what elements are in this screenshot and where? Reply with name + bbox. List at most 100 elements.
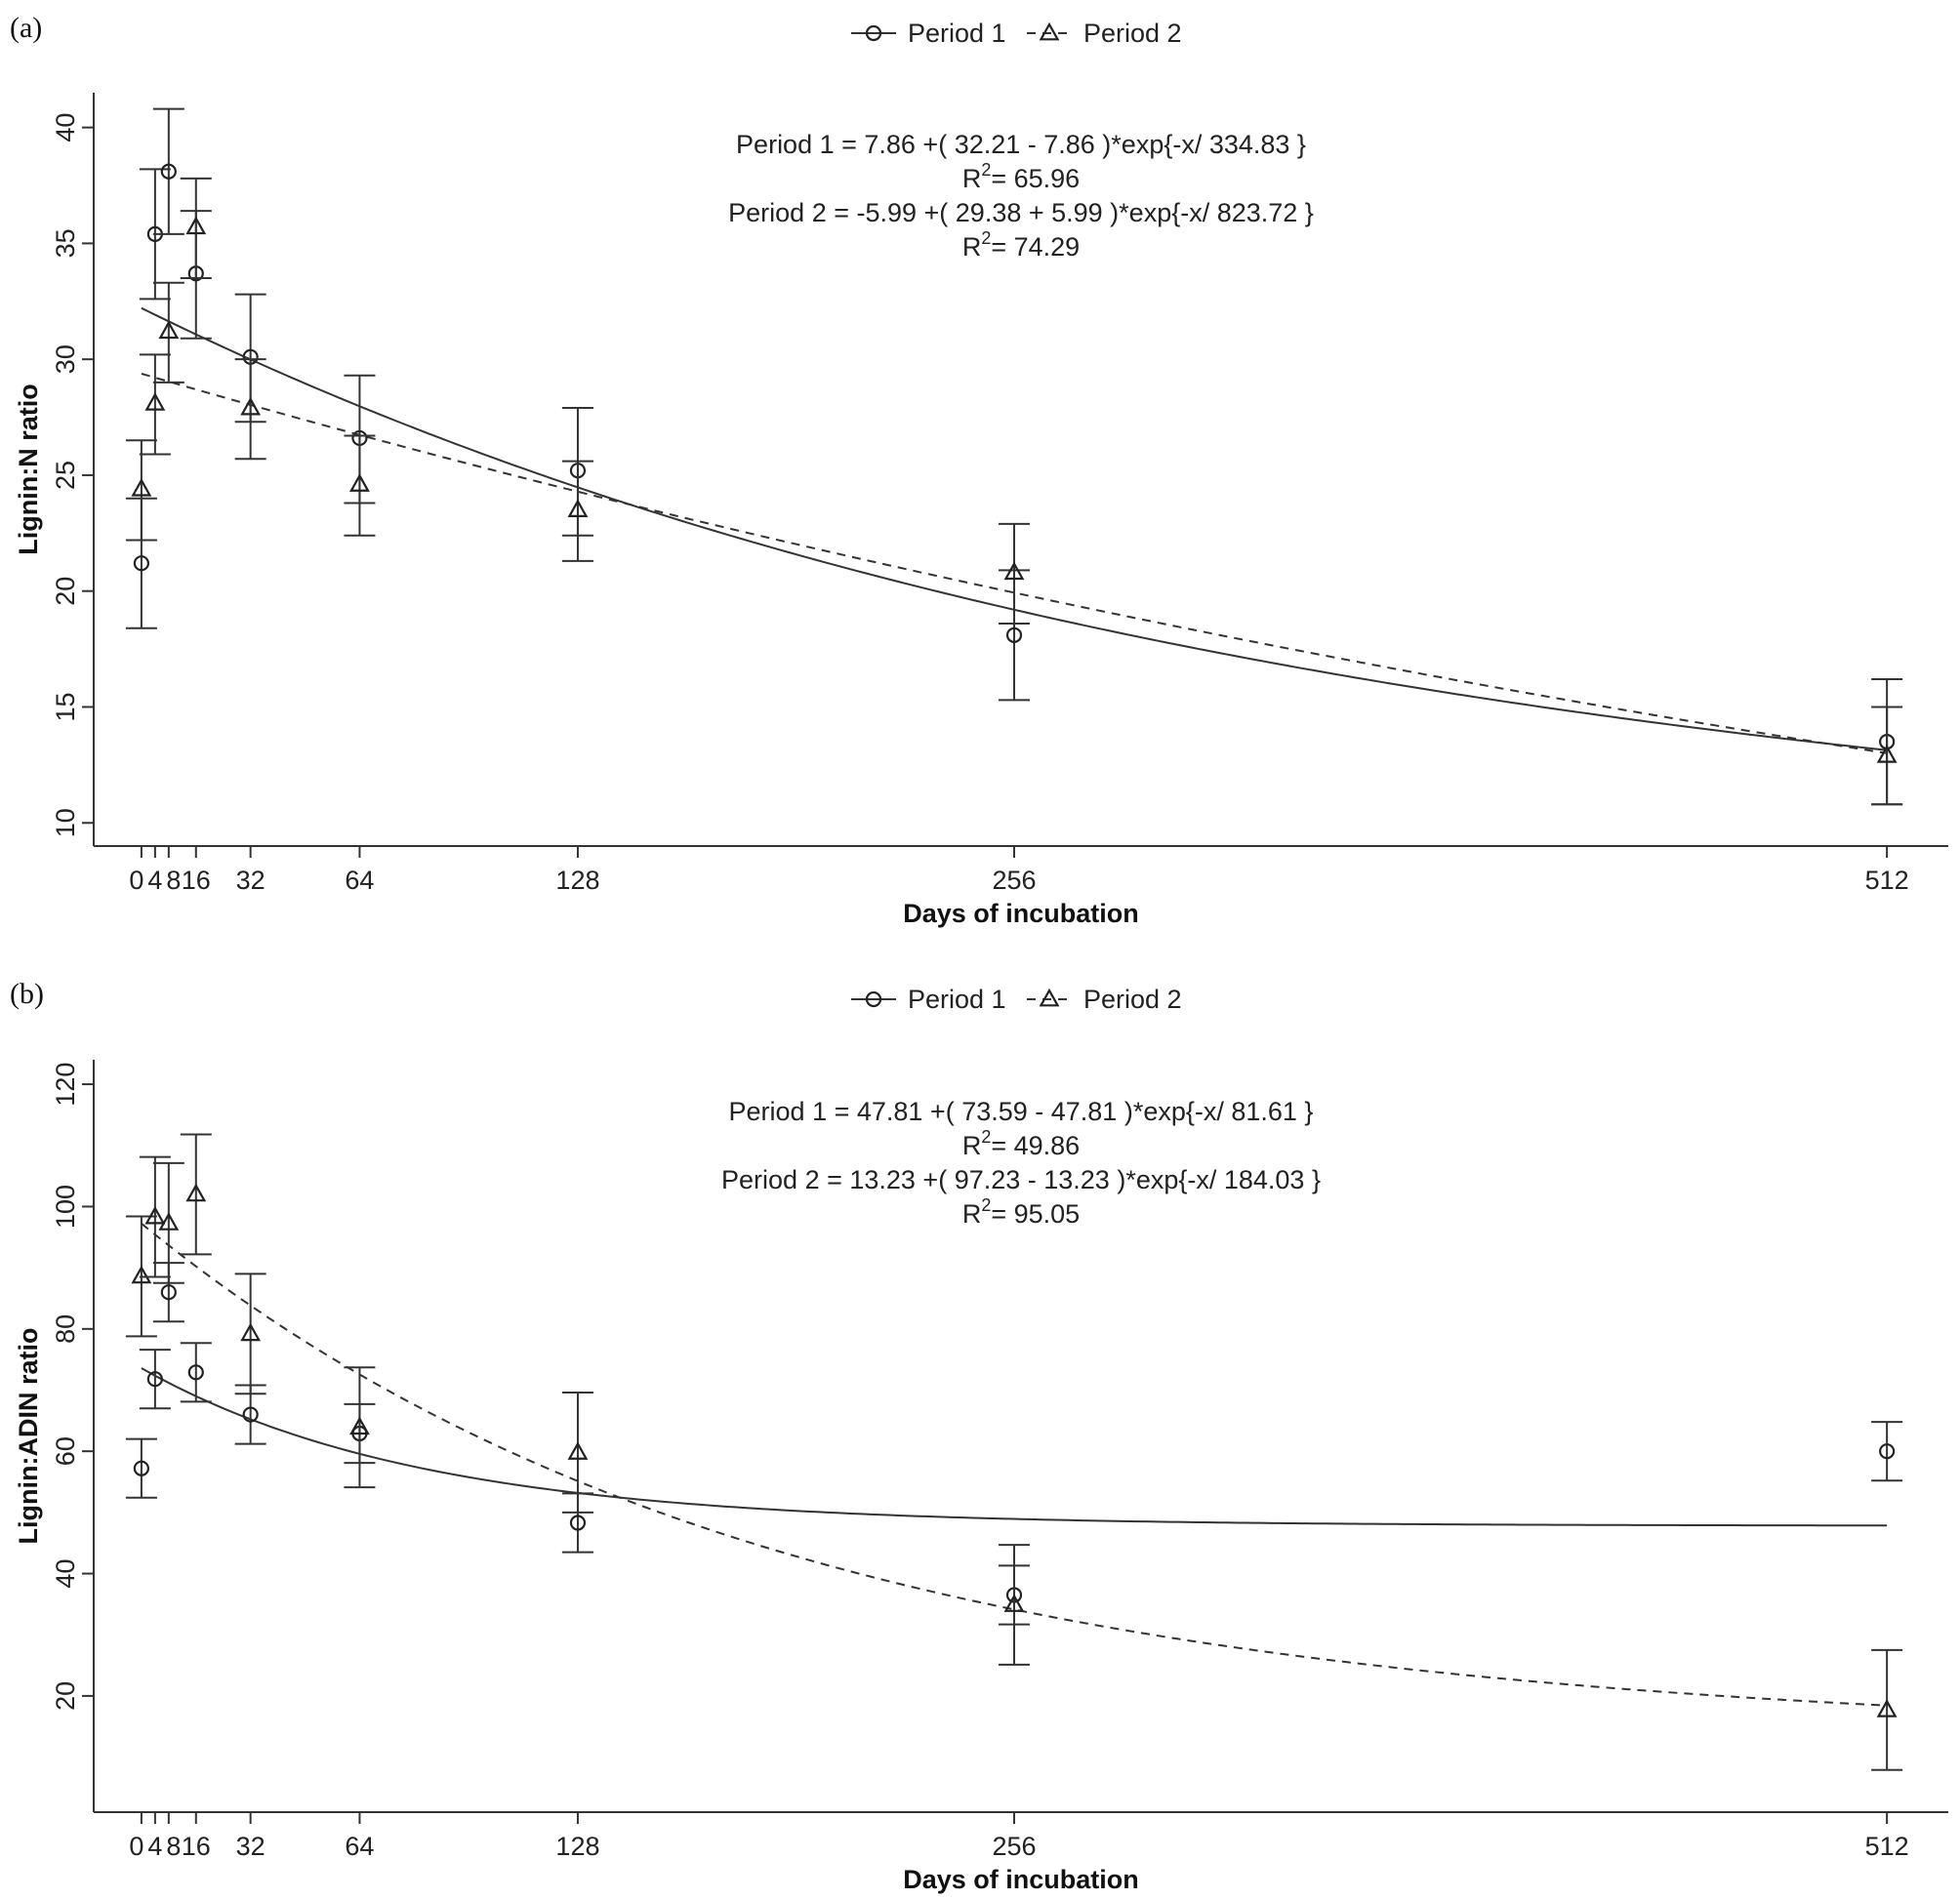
legend-entry-period-2: Period 2 <box>1027 985 1182 1014</box>
legend-entry-period-1: Period 1 <box>851 985 1006 1014</box>
data-point <box>344 1366 376 1489</box>
marker-triangle <box>240 1322 262 1342</box>
y-axis-title: Lignin:ADIN ratio <box>14 1328 43 1545</box>
marker-triangle <box>185 216 207 235</box>
legend: Period 1 Period 2 <box>851 19 1182 48</box>
marker-triangle <box>131 477 152 497</box>
r-squared-superscript: 2 <box>981 1195 991 1215</box>
x-tick-label: 8 <box>166 866 181 895</box>
fit-curve-period-2 <box>141 372 1888 754</box>
r-squared: R2= 49.86 <box>962 1127 1080 1160</box>
panel-label: (a) <box>10 12 42 44</box>
x-tick-label: 4 <box>147 1832 162 1861</box>
legend-entry-period-2: Period 2 <box>1027 19 1182 48</box>
data-point <box>1871 1648 1903 1771</box>
marker-circle <box>1879 1443 1896 1460</box>
marker-triangle <box>1003 1594 1025 1612</box>
marker-circle <box>160 1284 177 1301</box>
fit-curve-period-1 <box>141 1367 1888 1527</box>
x-tick-label: 128 <box>555 866 599 895</box>
x-tick-label: 16 <box>182 866 211 895</box>
x-tick-label: 512 <box>1865 866 1909 895</box>
data-point <box>139 1155 171 1278</box>
marker-circle <box>133 1460 149 1476</box>
data-point <box>234 1384 266 1445</box>
x-tick-label: 16 <box>182 1832 211 1861</box>
data-point <box>180 177 212 280</box>
legend-label-period-1: Period 1 <box>908 985 1006 1014</box>
marker-circle <box>146 1371 163 1388</box>
y-tick-label: 20 <box>51 577 80 606</box>
axes: 20 40 60 80 100 120 0 4 8 16 32 64 128 256 512 <box>51 1060 1948 1861</box>
x-tick-label: 0 <box>129 866 143 895</box>
r-squared-superscript: 2 <box>981 1127 991 1147</box>
data-point <box>1871 706 1903 806</box>
fit-equation: Period 2 = 13.23 +( 97.23 - 13.23 )*exp{… <box>721 1165 1321 1194</box>
marker-triangle <box>158 320 180 340</box>
r-squared-value: = 74.29 <box>991 232 1080 262</box>
marker-circle <box>133 555 149 572</box>
r-squared-symbol: R <box>962 164 982 193</box>
data-point <box>561 460 593 562</box>
r-squared: R2= 95.05 <box>962 1195 1080 1229</box>
y-axis-title: Lignin:N ratio <box>14 384 43 554</box>
marker-circle <box>1005 626 1023 643</box>
y-tick-label: 30 <box>51 344 80 374</box>
equation-period-2: Period 2 = 13.23 +( 97.23 - 13.23 )*exp{… <box>721 1165 1321 1229</box>
data-point <box>180 1133 212 1256</box>
data-point <box>152 1161 184 1284</box>
legend-label-period-2: Period 2 <box>1083 19 1182 48</box>
legend-marker-triangle <box>1039 21 1060 41</box>
y-tick-label: 100 <box>51 1185 80 1229</box>
x-tick-label: 32 <box>236 866 265 895</box>
y-tick-label: 25 <box>51 461 80 490</box>
data-point <box>180 1342 212 1403</box>
marker-triangle <box>349 1416 370 1435</box>
legend-marker-circle <box>865 24 882 42</box>
data-point <box>139 353 171 456</box>
marker-circle <box>242 1406 259 1423</box>
marker-triangle <box>1876 1699 1898 1717</box>
legend-label-period-2: Period 2 <box>1083 985 1182 1014</box>
equation-period-2: Period 2 = -5.99 +( 29.38 + 5.99 )*exp{-… <box>728 198 1314 262</box>
data-point <box>152 107 184 235</box>
r-squared-value: = 65.96 <box>991 164 1080 193</box>
marker-triangle <box>567 499 589 517</box>
y-tick-label: 15 <box>51 692 80 721</box>
marker-triangle <box>349 473 370 492</box>
r-squared: R2= 74.29 <box>962 228 1080 262</box>
x-axis-title: Days of incubation <box>903 899 1139 928</box>
panel-a: (a) Period 1 Period 2 Period 1 = 7.86 +( 32… <box>10 12 1948 928</box>
data-point <box>234 1273 266 1395</box>
data-point <box>234 358 266 461</box>
r-squared-value: = 95.05 <box>991 1199 1080 1229</box>
x-tick-label: 8 <box>166 1832 181 1861</box>
fit-equation: Period 1 = 47.81 +( 73.59 - 47.81 )*exp{… <box>729 1097 1314 1126</box>
y-tick-label: 120 <box>51 1063 80 1107</box>
equation-period-1: Period 1 = 7.86 +( 32.21 - 7.86 )*exp{-x… <box>736 130 1306 193</box>
fit-equation: Period 2 = -5.99 +( 29.38 + 5.99 )*exp{-… <box>728 198 1314 227</box>
y-tick-label: 40 <box>51 1559 80 1589</box>
data-point <box>999 522 1031 625</box>
x-tick-label: 32 <box>236 1832 265 1861</box>
x-axis-title: Days of incubation <box>903 1865 1139 1894</box>
fit-equation: Period 1 = 7.86 +( 32.21 - 7.86 )*exp{-x… <box>736 130 1306 159</box>
data-point <box>999 1544 1031 1666</box>
x-tick-label: 256 <box>992 1832 1036 1861</box>
axes: 10 15 20 25 30 35 40 0 4 8 16 32 64 128 256 512 <box>51 93 1948 895</box>
legend-label-period-1: Period 1 <box>908 19 1006 48</box>
marker-triangle <box>185 1183 207 1202</box>
x-tick-label: 128 <box>555 1832 599 1861</box>
x-tick-label: 0 <box>129 1832 143 1861</box>
x-tick-label: 64 <box>345 1832 374 1861</box>
y-tick-label: 10 <box>51 808 80 837</box>
x-tick-label: 256 <box>992 866 1036 895</box>
marker-circle <box>569 1515 587 1531</box>
r-squared-superscript: 2 <box>981 160 991 180</box>
series-period-1 <box>125 1262 1903 1626</box>
data-point <box>125 439 157 542</box>
panel-label: (b) <box>10 978 44 1010</box>
y-tick-label: 60 <box>51 1436 80 1466</box>
legend-entry-period-1: Period 1 <box>851 19 1006 48</box>
